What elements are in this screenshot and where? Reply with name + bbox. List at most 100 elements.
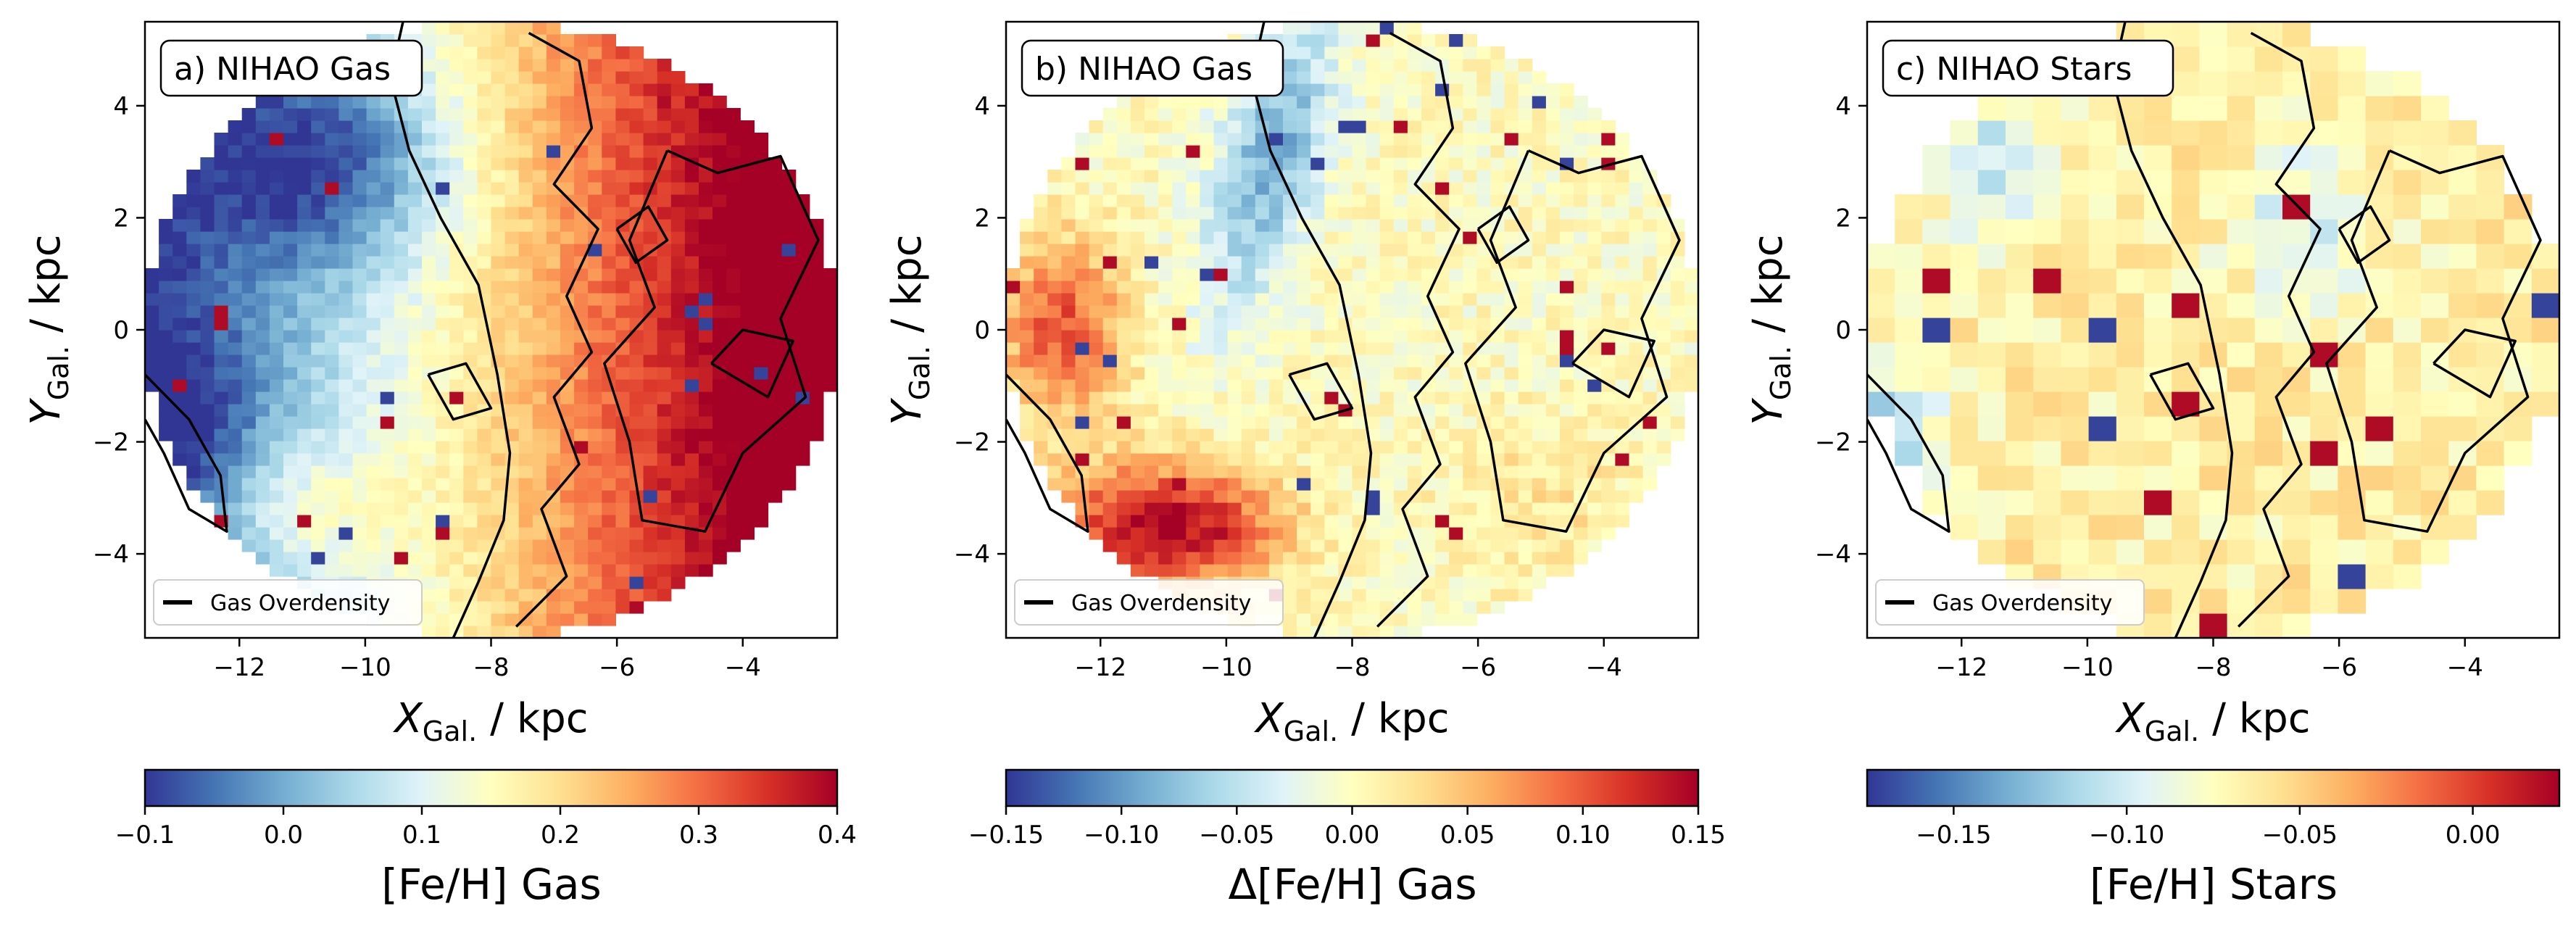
heatmap-cell [338,194,354,207]
heatmap-cell [2254,465,2283,491]
heatmap-cell [325,379,339,392]
heatmap-cell [2199,268,2228,294]
heatmap-cell [1615,207,1630,220]
heatmap-cell [325,145,339,158]
heatmap-cell [1379,576,1395,589]
heatmap-cell [768,293,783,306]
heatmap-cell [629,515,644,528]
heatmap-cell [1130,441,1145,454]
heatmap-cell [407,256,423,269]
heatmap-cell [699,145,713,158]
heatmap-cell [2088,391,2117,417]
heatmap-cell [2033,391,2061,417]
heatmap-cell [1241,428,1256,441]
heatmap-cell [1518,244,1533,257]
heatmap-cell [1227,231,1242,244]
heatmap-cell [504,194,520,207]
heatmap-cell [394,428,409,441]
heatmap-cell [532,317,547,331]
heatmap-cell [436,59,450,72]
heatmap-cell [2254,96,2283,121]
heatmap-cell [1642,281,1658,294]
heatmap-cell [657,96,672,109]
heatmap-cell [228,293,243,306]
heatmap-cell [449,145,464,158]
heatmap-cell [643,354,658,368]
heatmap-cell [1338,71,1353,84]
heatmap-cell [1227,281,1242,294]
heatmap-cell [352,182,367,195]
heatmap-cell [1476,170,1492,183]
heatmap-cell [1034,256,1048,269]
heatmap-cell [283,342,298,355]
heatmap-cell [1268,96,1284,109]
heatmap-cell [1574,317,1588,331]
heatmap-cell [1366,59,1381,72]
heatmap-cell [1574,441,1588,454]
heatmap-cell [1130,281,1145,294]
heatmap-cell [2144,564,2172,589]
heatmap-cell [2448,244,2477,269]
heatmap-cell [311,244,325,257]
heatmap-cell [2365,145,2394,170]
heatmap-cell [1532,305,1547,318]
heatmap-cell [602,490,616,503]
heatmap-cell [2310,465,2338,491]
heatmap-cell [173,219,187,232]
heatmap-cell [1047,219,1062,232]
heatmap-cell [311,502,325,515]
heatmap-cell [1393,342,1408,355]
heatmap-cell [1629,490,1644,503]
heatmap-cell [1504,416,1519,429]
heatmap-cell [422,342,436,355]
heatmap-cell [1379,133,1395,146]
heatmap-cell [1449,502,1463,515]
heatmap-cell [546,330,561,343]
heatmap-cell [2310,194,2338,220]
heatmap-cell [1241,268,1256,281]
heatmap-cell [740,342,755,355]
heatmap-cell [1950,244,1979,269]
heatmap-cell [228,453,243,466]
heatmap-cell [1338,59,1353,72]
heatmap-cell [407,564,423,577]
heatmap-cell [1532,182,1547,195]
heatmap-cell [173,317,187,331]
heatmap-cell [2144,416,2172,441]
heatmap-cell [684,170,699,183]
heatmap-cell [1545,96,1561,109]
heatmap-cell [491,601,506,614]
heatmap-cell [1601,330,1616,343]
heatmap-cell [1200,120,1215,133]
heatmap-cell [1950,293,1979,318]
heatmap-cell [1656,317,1671,331]
heatmap-cell [491,564,506,577]
heatmap-cell [1213,515,1229,528]
heatmap-cell [1255,527,1270,540]
heatmap-cell [1545,268,1561,281]
heatmap-cell [2421,539,2449,565]
heatmap-cell [532,515,547,528]
heatmap-cell [1241,219,1256,232]
heatmap-cell [297,219,312,232]
heatmap-cell [1241,145,1256,158]
heatmap-cell [1283,207,1297,220]
contour-line [1464,149,1681,533]
heatmap-cell [670,441,686,454]
heatmap-cell [615,502,631,515]
heatmap-cell [602,145,616,158]
heatmap-cell [1463,416,1477,429]
heatmap-cell [1490,293,1505,306]
heatmap-cell [1158,330,1173,343]
heatmap-cell [2393,490,2422,515]
heatmap-cell [1047,478,1062,491]
heatmap-cell [1283,490,1297,503]
heatmap-cell [560,552,575,565]
heatmap-cell [1268,330,1284,343]
heatmap-cell [186,244,201,257]
heatmap-cell [1490,391,1505,404]
heatmap-cell [366,404,381,417]
heatmap-cell [684,182,699,195]
heatmap-cell [546,133,561,146]
heatmap-cell [712,268,727,281]
